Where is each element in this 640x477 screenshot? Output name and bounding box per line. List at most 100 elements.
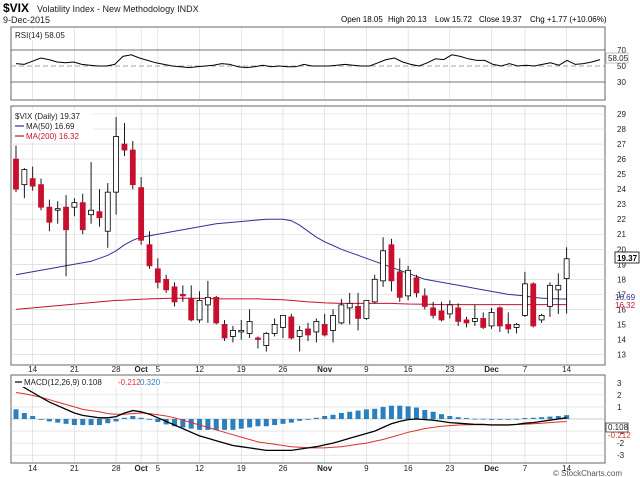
candle-body-up [246, 321, 253, 334]
x-tick-label: 23 [445, 365, 454, 374]
candle-body-down [13, 158, 19, 190]
candle-body-up [271, 324, 278, 334]
candle-body-down [96, 211, 103, 219]
histogram-bar [297, 419, 303, 421]
last-price-box [614, 251, 640, 264]
macd-signal-legend: -0.212 [118, 378, 141, 387]
x-tick-label: 16 [404, 464, 413, 473]
candle [213, 295, 220, 325]
x-axis-bottom: 14 21 28 Oct 5 12 19 26 Nov 9 16 23 Dec 7 14 [28, 464, 571, 473]
macd-tick-label: -3 [617, 451, 625, 460]
candle [313, 318, 320, 343]
candle-body-down [480, 318, 487, 328]
price-tick-label: 29 [617, 110, 626, 119]
price-legend-bg [13, 110, 93, 142]
candle [38, 178, 44, 211]
close-value: Close 19.37 [479, 15, 522, 24]
candle [54, 201, 61, 224]
candle-body-up [338, 304, 345, 324]
candle-body-down [463, 319, 470, 324]
candle-body-up [363, 299, 370, 319]
x-tick-label: 26 [279, 464, 288, 473]
price-tick-label: 17 [617, 290, 626, 299]
histogram-bar [172, 419, 178, 427]
candle [346, 292, 353, 325]
candle-body-down [530, 283, 537, 327]
candle-body-up [547, 284, 553, 307]
candle [480, 312, 487, 329]
histogram-bar [372, 408, 378, 419]
candle-body-up [488, 311, 495, 327]
histogram-bar [71, 419, 77, 426]
rsi-legend-bg [13, 30, 73, 40]
histogram-bar [489, 419, 495, 420]
x-tick-label: Oct [134, 365, 148, 374]
candle-body-up [555, 284, 562, 291]
candle-body-down [421, 295, 428, 307]
candle [496, 306, 503, 332]
histogram-bar [380, 406, 386, 419]
price-tick-label: 24 [617, 185, 626, 194]
candle [154, 258, 161, 289]
candle-body-down [146, 244, 153, 267]
histogram-bar [38, 419, 44, 420]
histogram-bar [438, 414, 444, 419]
histogram-bar [472, 418, 478, 420]
candle-body-down [438, 310, 445, 321]
high-value: High 20.13 [388, 15, 427, 24]
candle-body-up [280, 315, 286, 328]
ma200-legend: MA(200) 16.32 [26, 132, 79, 141]
change-value: Chg +1.77 (+10.06%) [530, 15, 607, 24]
histogram-bar [63, 419, 69, 424]
x-tick-label: Nov [317, 365, 333, 374]
candle-body-up [405, 269, 412, 297]
last-price-label: 19.37 [617, 254, 638, 263]
x-tick-label: 5 [156, 365, 161, 374]
candle [505, 312, 512, 334]
x-tick-label: 14 [28, 365, 37, 374]
price-tick-label: 15 [617, 320, 626, 329]
candle-body-down [38, 184, 44, 208]
candle [296, 325, 303, 352]
candle-body-up [313, 321, 320, 333]
price-tick-label: 19 [617, 260, 626, 269]
histogram-bar [413, 407, 419, 419]
price-tick-label: 25 [617, 170, 626, 179]
histogram-bar [347, 411, 353, 419]
macd-tick-label: 2 [617, 391, 622, 400]
candle [88, 162, 94, 224]
symbol: $VIX [3, 1, 29, 15]
index-name: Volatility Index - New Methodology INDX [37, 4, 199, 14]
x-tick-label: 16 [404, 365, 413, 374]
histogram-bar [13, 409, 19, 419]
macd-legend: MACD(12,26,9) 0.108 [24, 378, 102, 387]
histogram-bar [430, 411, 436, 419]
candle-body-up [471, 318, 478, 322]
candle-body-up [230, 330, 236, 337]
candle [538, 313, 545, 323]
x-tick-label: Dec [484, 365, 499, 374]
candle [129, 141, 136, 190]
candle-body-down [121, 143, 128, 151]
candle-body-down [288, 316, 295, 339]
candle-body-up [196, 299, 203, 321]
histogram-bar [96, 419, 102, 426]
histogram-bar [188, 419, 194, 429]
candle-body-down [255, 337, 261, 340]
histogram-bar [397, 405, 403, 419]
rsi-tick-label: 50 [617, 62, 626, 71]
candle [163, 274, 170, 293]
candle [21, 168, 28, 199]
candle [530, 282, 537, 328]
candle-body-down [496, 307, 503, 327]
candle-body-down [505, 324, 512, 330]
candle [547, 282, 553, 317]
histogram-bar [213, 419, 219, 430]
candle [338, 298, 345, 325]
candle [405, 265, 412, 301]
candle-body-down [455, 307, 462, 322]
histogram-bar [330, 414, 336, 419]
candle-body-up [538, 315, 545, 321]
candle [96, 189, 103, 227]
